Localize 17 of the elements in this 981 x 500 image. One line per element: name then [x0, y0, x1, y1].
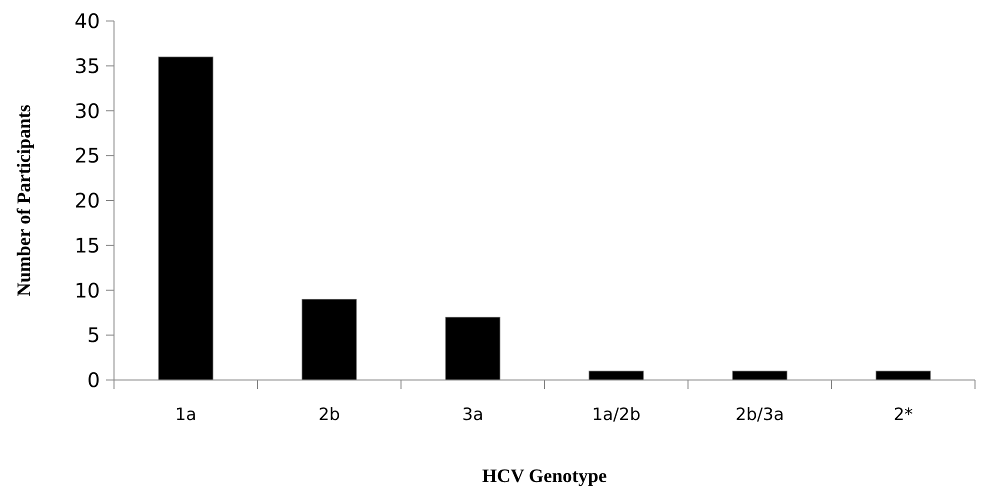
x-tick-label: 1a/2b	[592, 405, 641, 425]
x-tick-label: 2*	[894, 405, 913, 425]
x-tick-label: 1a	[175, 405, 196, 425]
y-tick-label: 10	[74, 278, 100, 302]
x-tick-label: 2b	[318, 405, 340, 425]
y-tick-label: 40	[74, 9, 100, 33]
y-tick-label: 15	[74, 233, 100, 258]
y-tick-label: 20	[74, 188, 100, 212]
y-tick-label: 35	[74, 54, 100, 78]
x-tick-label: 2b/3a	[735, 405, 784, 425]
x-axis-title: HCV Genotype	[482, 466, 607, 487]
y-tick-label: 25	[74, 144, 100, 168]
y-tick-label: 30	[74, 98, 100, 123]
y-tick-label: 5	[87, 323, 100, 348]
x-tick-label: 3a	[462, 405, 484, 425]
y-axis-title: Number of Participants	[14, 104, 35, 296]
y-tick-label: 0	[87, 368, 100, 392]
